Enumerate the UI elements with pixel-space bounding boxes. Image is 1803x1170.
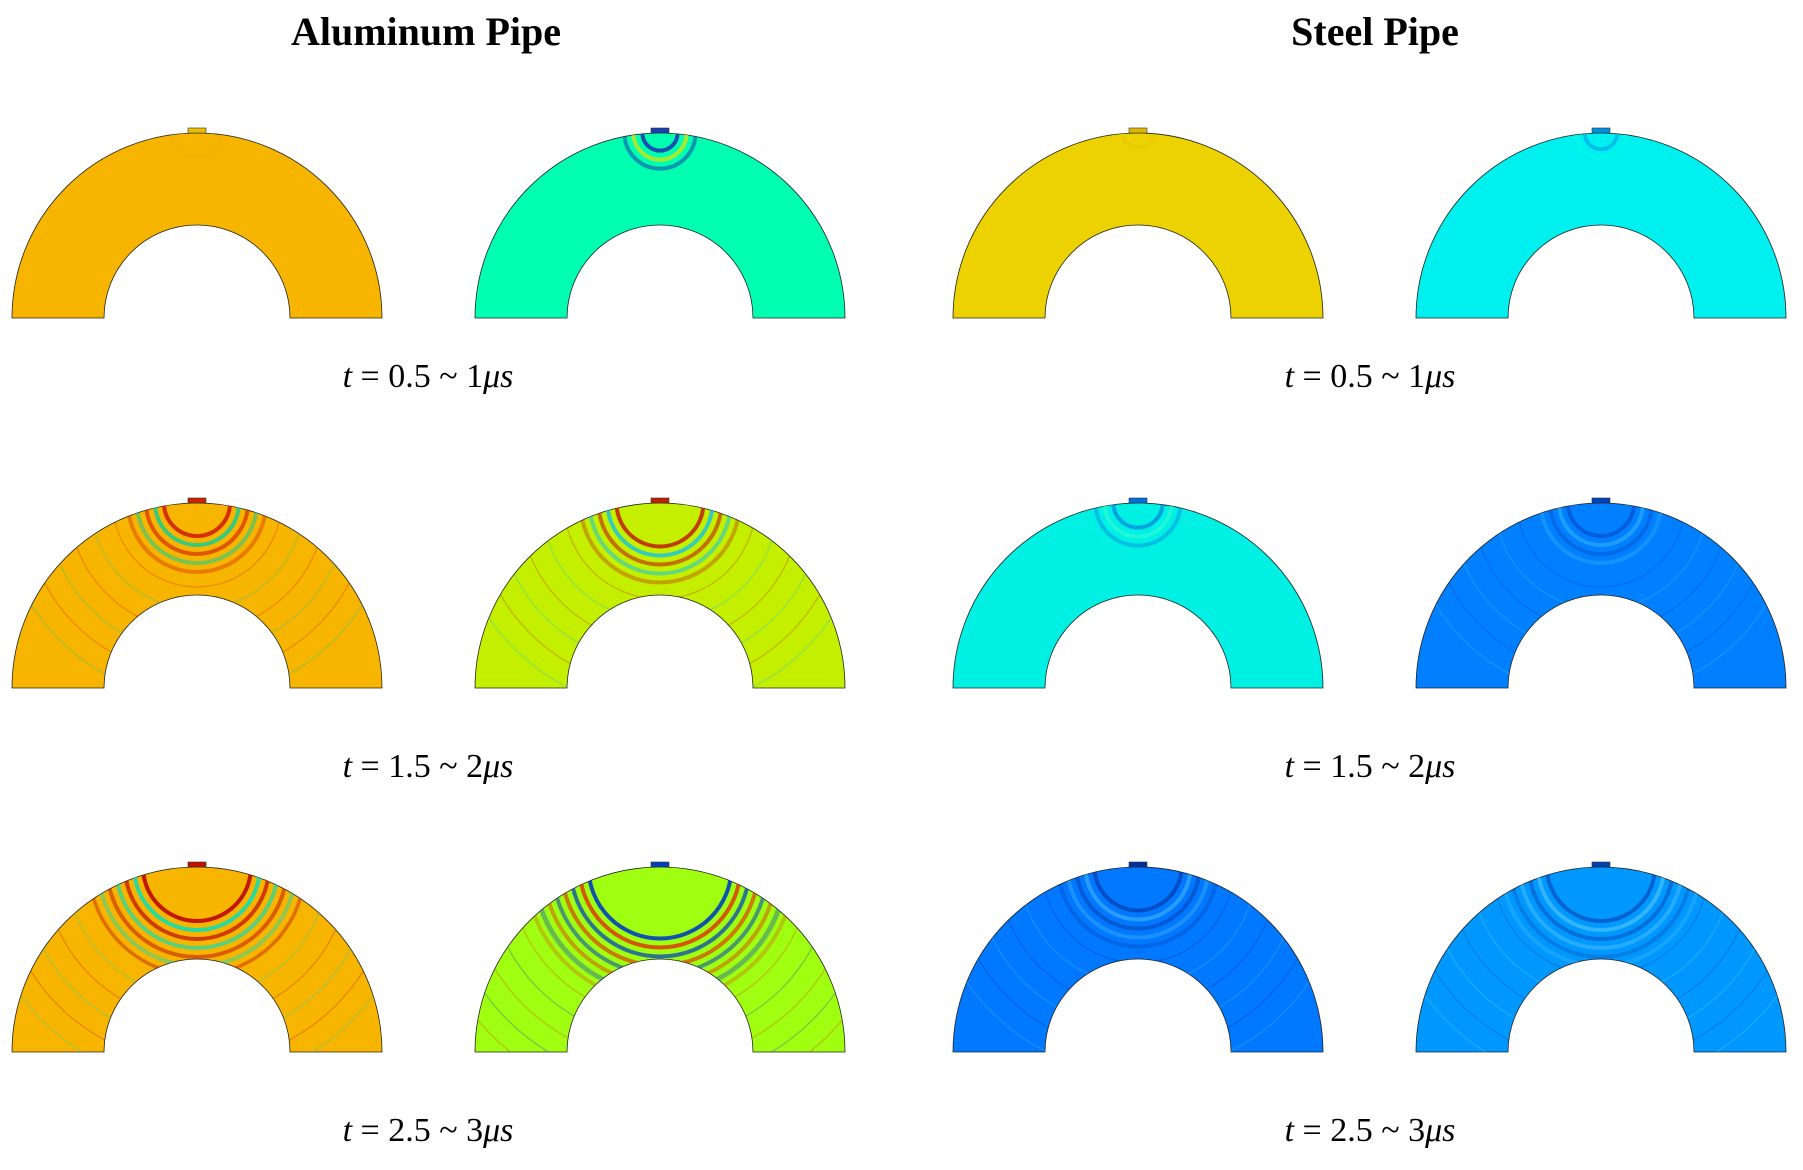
wavefront-rings	[1121, 133, 1155, 150]
wavefront-rings	[622, 133, 698, 171]
aluminum-pipe-panel	[11, 497, 383, 689]
aluminum-pipe-panel	[474, 127, 846, 319]
transducer	[187, 127, 207, 134]
aluminum-pipe-title: Aluminum Pipe	[290, 9, 562, 54]
transducer	[650, 497, 670, 504]
pipe-cross-section	[11, 132, 383, 319]
pipe-cross-section	[1415, 132, 1787, 319]
time-unit: μs	[483, 358, 514, 395]
wavefront-rings	[1573, 133, 1629, 161]
time-label: t = 2.5 ~ 3μs	[1120, 1112, 1620, 1150]
wavefront-rings	[170, 133, 224, 160]
steel-pipe-panel	[952, 127, 1324, 319]
pipe-cross-section	[474, 866, 846, 1053]
transducer	[1128, 127, 1148, 134]
time-variable: t	[1284, 748, 1295, 785]
time-label: t = 0.5 ~ 1μs	[1120, 358, 1620, 396]
pipe-cross-section	[1415, 502, 1787, 689]
time-range: = 1.5 ~ 2	[352, 748, 484, 785]
time-label: t = 2.5 ~ 3μs	[178, 1112, 678, 1150]
time-unit: μs	[483, 1112, 514, 1149]
pipe-cross-section	[952, 132, 1324, 319]
steel-pipe-panel	[952, 497, 1324, 689]
time-label: t = 1.5 ~ 2μs	[178, 748, 678, 786]
time-range: = 2.5 ~ 3	[1294, 1112, 1426, 1149]
pipe-cross-section	[1415, 866, 1787, 1053]
aluminum-pipe-panel	[474, 497, 846, 689]
time-unit: μs	[1425, 748, 1456, 785]
time-variable: t	[342, 358, 353, 395]
transducer	[650, 127, 670, 134]
pipe-cross-section	[952, 502, 1324, 689]
steel-pipe-panel	[1415, 497, 1787, 689]
steel-pipe-title: Steel Pipe	[1291, 9, 1459, 54]
pipe-cross-section	[474, 132, 846, 319]
steel-pipe-panel	[1415, 127, 1787, 319]
transducer	[1128, 497, 1148, 504]
steel-pipe-panel	[952, 861, 1324, 1053]
pipe-cross-section	[11, 866, 383, 1053]
time-label: t = 0.5 ~ 1μs	[178, 358, 678, 396]
transducer	[1591, 497, 1611, 504]
time-variable: t	[342, 748, 353, 785]
time-variable: t	[1284, 1112, 1295, 1149]
pipe-cross-section	[11, 502, 383, 689]
aluminum-pipe-panel	[11, 127, 383, 319]
aluminum-pipe-panel	[474, 861, 846, 1053]
time-unit: μs	[1425, 358, 1456, 395]
time-label: t = 1.5 ~ 2μs	[1120, 748, 1620, 786]
transducer	[187, 861, 207, 868]
transducer	[1128, 861, 1148, 868]
time-range: = 0.5 ~ 1	[352, 358, 484, 395]
transducer	[1591, 861, 1611, 868]
time-range: = 0.5 ~ 1	[1294, 358, 1426, 395]
aluminum-pipe-panel	[11, 861, 383, 1053]
wavefront-rings	[1093, 503, 1183, 548]
transducer	[650, 861, 670, 868]
time-variable: t	[342, 1112, 353, 1149]
steel-pipe-panel	[1415, 861, 1787, 1053]
transducer	[1591, 127, 1611, 134]
pipe-cross-section	[952, 866, 1324, 1053]
time-range: = 1.5 ~ 2	[1294, 748, 1426, 785]
transducer	[187, 497, 207, 504]
time-unit: μs	[1425, 1112, 1456, 1149]
time-variable: t	[1284, 358, 1295, 395]
time-range: = 2.5 ~ 3	[352, 1112, 484, 1149]
time-unit: μs	[483, 748, 514, 785]
pipe-cross-section	[474, 502, 846, 689]
